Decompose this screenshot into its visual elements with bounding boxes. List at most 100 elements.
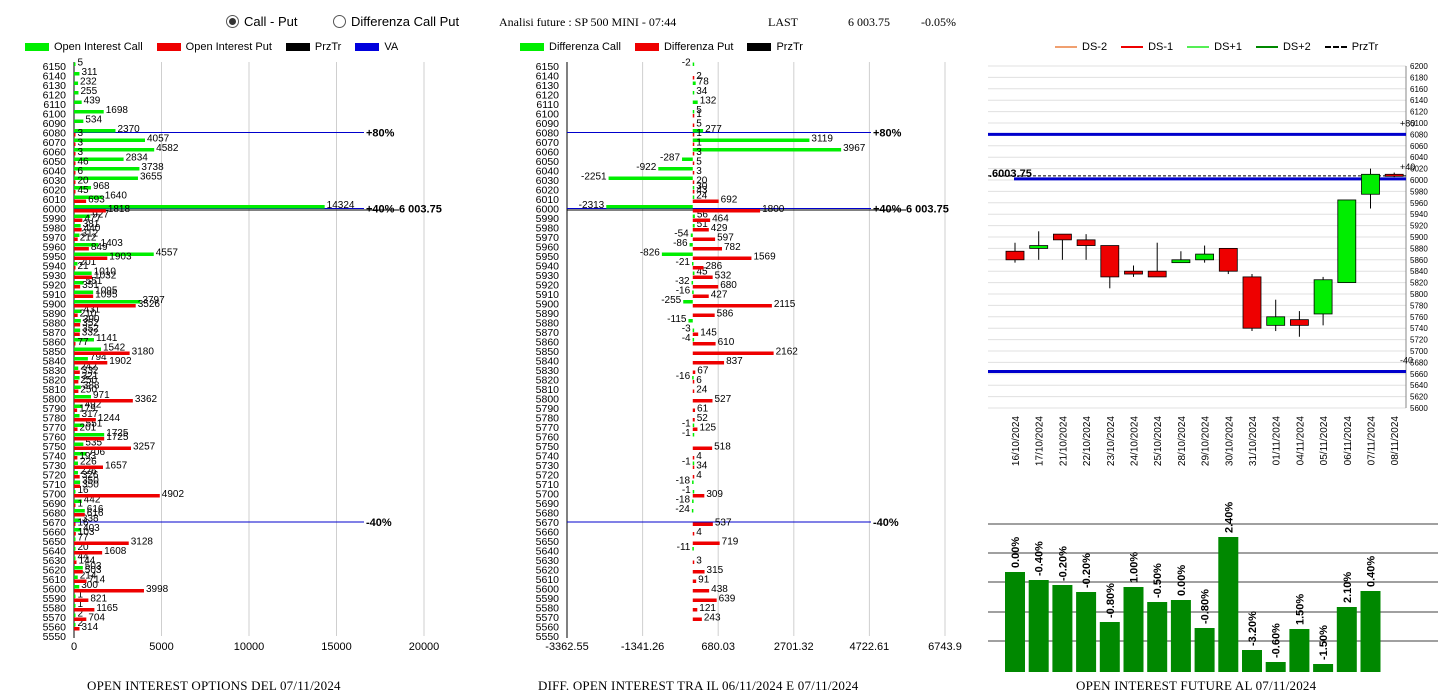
x-tick-label: 08/11/2024 — [1390, 416, 1401, 466]
y-tick-label: 5980 — [43, 223, 67, 235]
bar — [74, 167, 140, 171]
header: Call - Put Differenza Call Put Analisi f… — [0, 0, 1449, 40]
bar — [74, 224, 81, 228]
bar — [692, 461, 695, 465]
radio-selected-icon[interactable] — [226, 15, 239, 28]
bar — [692, 142, 695, 146]
bar — [1218, 537, 1239, 672]
bar-value-label: 3998 — [146, 584, 169, 595]
candle-body — [1147, 270, 1167, 278]
bar-value-label: 821 — [90, 594, 107, 605]
bar-value-label: 440 — [84, 223, 101, 234]
y-tick-label: 5820 — [43, 375, 67, 387]
bar — [692, 389, 695, 393]
bar-value-label: 1095 — [95, 286, 118, 297]
bar-value-label: 1403 — [101, 238, 124, 249]
bar — [74, 332, 80, 336]
y-tick-label: 5690 — [43, 498, 67, 510]
bar — [74, 304, 136, 308]
bar — [74, 509, 85, 513]
bar — [74, 589, 144, 593]
bar — [1005, 572, 1025, 672]
bar-value-label: -0.20% — [1057, 546, 1069, 581]
y-tick-label: 5600 — [536, 584, 560, 596]
bar-value-label: -16 — [676, 371, 691, 382]
bar — [692, 190, 695, 194]
bar — [74, 180, 76, 184]
bar-value-label: 704 — [88, 613, 105, 624]
bar-value-label: 332 — [82, 366, 99, 377]
bar — [74, 186, 91, 190]
x-tick-label: 0 — [71, 641, 77, 653]
y-tick-label: 5960 — [1410, 199, 1428, 208]
caption-future: OPEN INTEREST FUTURE AL 07/11/2024 — [1076, 678, 1317, 693]
y-tick-label: 5940 — [536, 261, 560, 273]
y-tick-label: 5720 — [536, 470, 560, 482]
bar — [74, 465, 103, 469]
bar-value-label: 250 — [80, 375, 97, 386]
bar-value-label: 6 — [78, 166, 84, 177]
bar-value-label: 350 — [82, 480, 99, 491]
y-tick-label: 5610 — [536, 574, 560, 586]
open-interest-chart: 0 5000 10000 15000 2000061506140613061206110… — [43, 58, 442, 654]
bar — [74, 461, 78, 465]
bar-value-label: 1.50% — [1294, 594, 1306, 625]
bar-value-label: 3362 — [135, 394, 158, 405]
bar-value-label: 971 — [93, 390, 110, 401]
bar — [74, 499, 82, 503]
x-tick-label: 10000 — [234, 641, 265, 653]
y-tick-label: 5710 — [43, 479, 67, 491]
y-tick-label: 5770 — [43, 422, 67, 434]
bar — [74, 218, 83, 222]
y-tick-label: 5570 — [536, 612, 560, 624]
bar-value-label: 56 — [697, 210, 709, 221]
bar — [74, 237, 78, 241]
bar — [692, 408, 696, 412]
bar — [74, 566, 83, 570]
bar — [691, 262, 694, 266]
y-tick-label: 5620 — [43, 565, 67, 577]
y-tick-label: 5660 — [1410, 370, 1428, 379]
bar-value-label: -0.50% — [1152, 563, 1164, 598]
legend-item: VA — [355, 41, 398, 53]
candle-body — [1195, 253, 1215, 261]
bar — [692, 380, 695, 384]
legend-swatch — [1255, 46, 1278, 48]
bar — [74, 342, 76, 346]
y-tick-label: 5760 — [1410, 313, 1428, 322]
bar — [74, 285, 81, 289]
y-tick-label: 6100 — [43, 109, 67, 121]
y-tick-label: 5950 — [536, 251, 560, 263]
bar — [692, 475, 695, 479]
radio-call-put[interactable]: Call - Put — [226, 14, 297, 29]
bar-value-label: 1095 — [95, 290, 118, 301]
radio-difference[interactable]: Differenza Call Put — [333, 14, 459, 29]
y-tick-label: 5880 — [536, 318, 560, 330]
bar — [692, 256, 752, 260]
y-tick-label: 6110 — [43, 99, 66, 111]
y-tick-label: 5840 — [1410, 267, 1428, 276]
bar — [692, 195, 695, 199]
bar-value-label: 34 — [696, 86, 708, 97]
bar — [74, 579, 87, 583]
bar — [692, 81, 696, 85]
bar — [74, 604, 76, 608]
bar — [692, 328, 695, 332]
y-tick-label: 6110 — [536, 99, 559, 111]
legend-swatch — [156, 43, 181, 51]
y-tick-label: 6090 — [536, 118, 560, 130]
y-tick-label: 6090 — [43, 118, 67, 130]
radio-unselected-icon[interactable] — [333, 15, 346, 28]
y-tick-label: 6060 — [1410, 142, 1428, 151]
bar — [692, 399, 713, 403]
bar-value-label: 226 — [80, 457, 97, 468]
bar-value-label: 4 — [696, 470, 702, 481]
bar — [692, 522, 713, 526]
bar-value-label: 1542 — [103, 343, 126, 354]
y-tick-label: 5830 — [536, 365, 560, 377]
bar — [74, 585, 80, 589]
legend-swatch — [634, 43, 659, 51]
bar — [74, 617, 87, 621]
bar-value-label: -115 — [667, 314, 687, 325]
bar-value-label: 927 — [92, 210, 109, 221]
